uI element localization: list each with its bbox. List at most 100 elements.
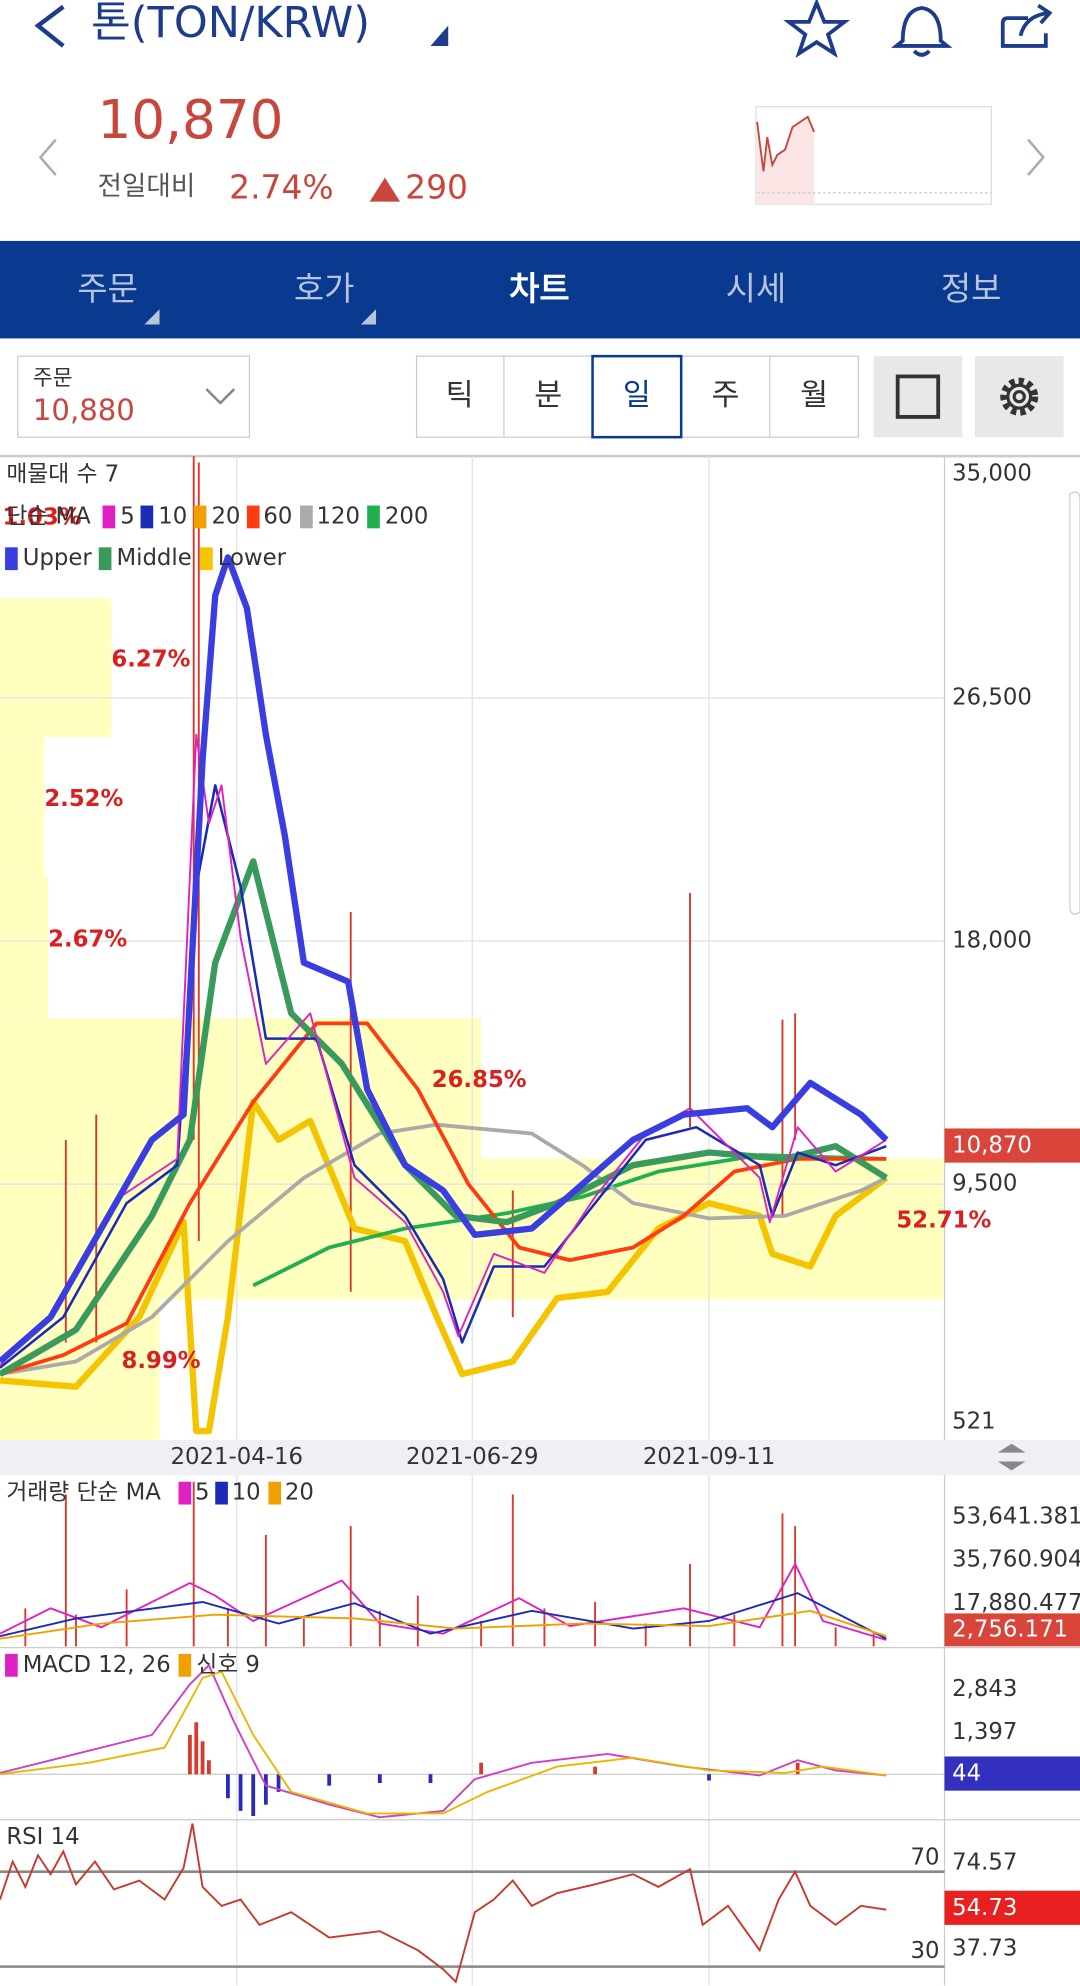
mini-chart-area — [757, 116, 815, 205]
current-volume: 2,756.171 — [952, 1616, 1068, 1642]
period-button[interactable]: 일 — [623, 378, 651, 413]
change: 290 — [405, 168, 468, 207]
prev-arrow[interactable] — [38, 138, 57, 176]
legend-swatch — [215, 1481, 228, 1505]
rsi-line — [0, 1823, 887, 1984]
date-bar — [0, 1439, 1080, 1476]
axis-label: 1,397 — [952, 1719, 1017, 1745]
period-button[interactable]: 월 — [800, 378, 828, 413]
price-axis: 35,000 26,500 18,000 9,500 521 10,870 — [944, 460, 1080, 1435]
legend-item: 10 — [158, 503, 187, 529]
axis-label: 521 — [952, 1409, 995, 1435]
alarm-icon[interactable] — [890, 6, 953, 57]
legend-item: 20 — [285, 1480, 314, 1506]
side-handle[interactable] — [1069, 491, 1080, 915]
axis-label: 35,760.904 — [952, 1547, 1080, 1573]
next-arrow[interactable] — [1027, 138, 1045, 176]
legend-item: Lower — [218, 545, 287, 571]
profile-box — [0, 1018, 482, 1159]
macd-labels: MACD 12, 26 신호 9 2,843 1,397 44 — [5, 1652, 1080, 1791]
legend-swatch — [140, 505, 154, 529]
axis-label: 74.57 — [952, 1849, 1017, 1875]
title-dropdown[interactable] — [430, 25, 449, 46]
legend-swatch — [5, 1653, 18, 1677]
layout-button[interactable] — [873, 356, 963, 438]
signal-line — [0, 1670, 887, 1815]
legend-swatch — [246, 505, 260, 529]
period-selected — [591, 354, 683, 439]
date-label: 2021-09-11 — [643, 1444, 775, 1470]
vol-ma-20 — [0, 1609, 887, 1640]
profile-pct: 26.85% — [432, 1067, 527, 1093]
axis-label: 9,500 — [952, 1171, 1017, 1197]
macd-line — [0, 1663, 887, 1819]
tab[interactable]: 호가 — [294, 269, 355, 308]
profile-box — [0, 597, 112, 738]
tab[interactable]: 시세 — [726, 269, 787, 308]
current-price-box — [944, 1128, 1080, 1163]
date-label: 2021-04-16 — [171, 1444, 303, 1470]
tab[interactable]: 주문 — [77, 269, 138, 308]
tab-bar — [0, 240, 1080, 339]
rsi-labels: RSI 14 70 30 74.57 37.73 54.73 — [6, 1824, 1080, 1964]
axis-label: 37.73 — [952, 1935, 1017, 1961]
layout-icon — [895, 374, 941, 419]
date-axis: 2021-04-16 2021-06-29 2021-09-11 — [171, 1444, 776, 1470]
legend-swatch — [300, 505, 313, 529]
legend-item: 신호 9 — [196, 1652, 260, 1678]
tab-active[interactable]: 차트 — [509, 269, 570, 308]
back-button[interactable] — [34, 4, 65, 48]
profile-box — [0, 877, 49, 1019]
legend-item: 5 — [120, 503, 135, 529]
mini-chart-line — [756, 115, 815, 172]
up-triangle — [369, 177, 401, 202]
date-label: 2021-06-29 — [406, 1444, 538, 1470]
profile-pct: 52.71% — [896, 1207, 991, 1233]
ma-5 — [0, 733, 887, 1366]
axis-label: 17,880.477 — [952, 1590, 1080, 1616]
order-price: 10,880 — [33, 393, 135, 427]
legend-item: 120 — [317, 503, 360, 529]
legend-item: Middle — [116, 545, 191, 571]
period-button[interactable]: 주 — [712, 378, 740, 413]
legend-swatch — [367, 505, 380, 529]
period-button[interactable]: 분 — [534, 378, 562, 413]
pane-title: 거래량 단순 MA — [6, 1480, 161, 1506]
legend-swatch — [178, 1653, 192, 1677]
current-price: 10,870 — [952, 1133, 1032, 1159]
period-button[interactable]: 틱 — [446, 378, 474, 413]
axis-label: 35,000 — [952, 460, 1032, 486]
share-icon[interactable] — [1000, 3, 1053, 48]
resize-handle[interactable] — [997, 1443, 1026, 1471]
legend-item: 5 — [195, 1480, 210, 1506]
legend-swatch — [193, 505, 207, 529]
lower-band — [0, 1098, 889, 1435]
order-box[interactable] — [17, 355, 251, 438]
legend-item: 20 — [211, 503, 240, 529]
tab[interactable]: 정보 — [941, 269, 1002, 308]
ma-60 — [0, 1021, 887, 1376]
vol-ma-5 — [0, 1561, 887, 1641]
macd-hist-down — [226, 1774, 711, 1816]
profile-labels: 1.03% 6.27% 2.52% 2.67% 26.85% 52.71% 8.… — [3, 505, 992, 1374]
axis-label: 53,641.381 — [952, 1504, 1080, 1530]
vol-ma-10 — [0, 1592, 887, 1640]
legend-swatch — [5, 547, 18, 571]
profile-box — [0, 737, 45, 878]
level-label: 30 — [910, 1938, 939, 1964]
profile-pct: 2.52% — [44, 786, 123, 812]
legend-item: 10 — [232, 1480, 261, 1506]
legend-swatch — [200, 547, 213, 571]
current-volume-box — [944, 1613, 1080, 1647]
favorite-icon[interactable] — [783, 0, 851, 59]
title: 톤(TON/KRW) — [91, 0, 370, 48]
level-label: 70 — [910, 1844, 939, 1870]
current-macd-box — [944, 1756, 1080, 1791]
price: 10,870 — [97, 89, 283, 151]
profile-pct: 2.67% — [48, 926, 127, 952]
legend-profile: 매물대 수 7 — [6, 462, 119, 488]
legend-ma: 단순 MA — [6, 503, 91, 529]
pane-title: MACD 12, 26 — [23, 1652, 171, 1678]
